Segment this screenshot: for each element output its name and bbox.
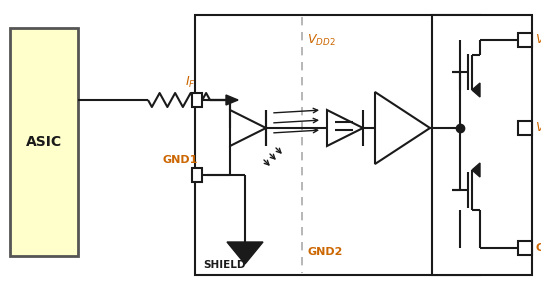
Bar <box>518 241 532 255</box>
Polygon shape <box>472 163 480 177</box>
Bar <box>192 93 202 107</box>
Text: SHIELD: SHIELD <box>203 260 246 270</box>
Polygon shape <box>375 92 430 164</box>
Text: $\mathit{V}_{DD2}$: $\mathit{V}_{DD2}$ <box>307 33 335 48</box>
Text: GND2: GND2 <box>307 247 342 257</box>
Text: GND2: GND2 <box>535 243 541 253</box>
Bar <box>195 15 480 275</box>
Text: $\mathit{V}_o$: $\mathit{V}_o$ <box>535 120 541 136</box>
Polygon shape <box>226 95 238 105</box>
Bar <box>192 168 202 182</box>
Bar <box>518 33 532 47</box>
Text: $\mathit{I}_F$: $\mathit{I}_F$ <box>184 75 195 90</box>
Bar <box>432 15 532 275</box>
Text: GND1: GND1 <box>162 155 197 165</box>
Bar <box>10 28 78 256</box>
Text: $\mathit{V}_{DD2}$: $\mathit{V}_{DD2}$ <box>535 33 541 47</box>
Polygon shape <box>227 242 263 264</box>
Bar <box>518 121 532 135</box>
Polygon shape <box>472 83 480 97</box>
Text: ASIC: ASIC <box>26 135 62 149</box>
